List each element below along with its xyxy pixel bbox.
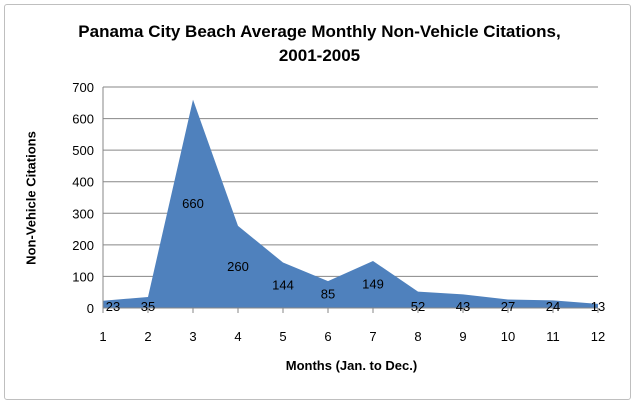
y-tick-label-100: 100 [72, 269, 94, 284]
data-label-3: 660 [182, 196, 204, 211]
x-tick-label-2: 2 [144, 329, 151, 344]
y-tick-label-400: 400 [72, 175, 94, 190]
y-tick-label-600: 600 [72, 112, 94, 127]
x-tick-label-12: 12 [591, 329, 605, 344]
data-label-5: 144 [272, 277, 294, 292]
x-tick-label-10: 10 [501, 329, 515, 344]
data-label-8: 52 [411, 299, 425, 314]
data-label-12: 13 [591, 299, 605, 314]
y-tick-label-200: 200 [72, 238, 94, 253]
data-label-9: 43 [456, 299, 470, 314]
x-axis-label: Months (Jan. to Dec.) [285, 358, 418, 373]
x-tick-label-4: 4 [234, 329, 241, 344]
x-tick-label-1: 1 [99, 329, 106, 344]
data-label-10: 27 [501, 299, 515, 314]
x-tick-label-3: 3 [189, 329, 196, 344]
data-label-11: 24 [546, 299, 560, 314]
x-tick-label-5: 5 [279, 329, 286, 344]
x-tick-label-11: 11 [546, 329, 560, 344]
chart-frame [4, 4, 631, 400]
chart-subtitle: 2001-2005 [278, 46, 361, 65]
data-label-2: 35 [141, 299, 155, 314]
area-series [103, 99, 598, 308]
data-label-7: 149 [362, 276, 384, 291]
y-tick-label-700: 700 [72, 80, 94, 95]
x-tick-label-9: 9 [459, 329, 466, 344]
data-label-1: 23 [106, 299, 120, 314]
x-tick-label-7: 7 [369, 329, 376, 344]
y-tick-label-500: 500 [72, 143, 94, 158]
x-tick-label-8: 8 [414, 329, 421, 344]
x-tick-label-6: 6 [324, 329, 331, 344]
data-label-4: 260 [227, 259, 249, 274]
chart-title: Panama City Beach Average Monthly Non-Ve… [78, 22, 561, 41]
y-tick-label-300: 300 [72, 206, 94, 221]
y-tick-label-0: 0 [87, 301, 94, 316]
data-label-6: 85 [321, 287, 335, 302]
